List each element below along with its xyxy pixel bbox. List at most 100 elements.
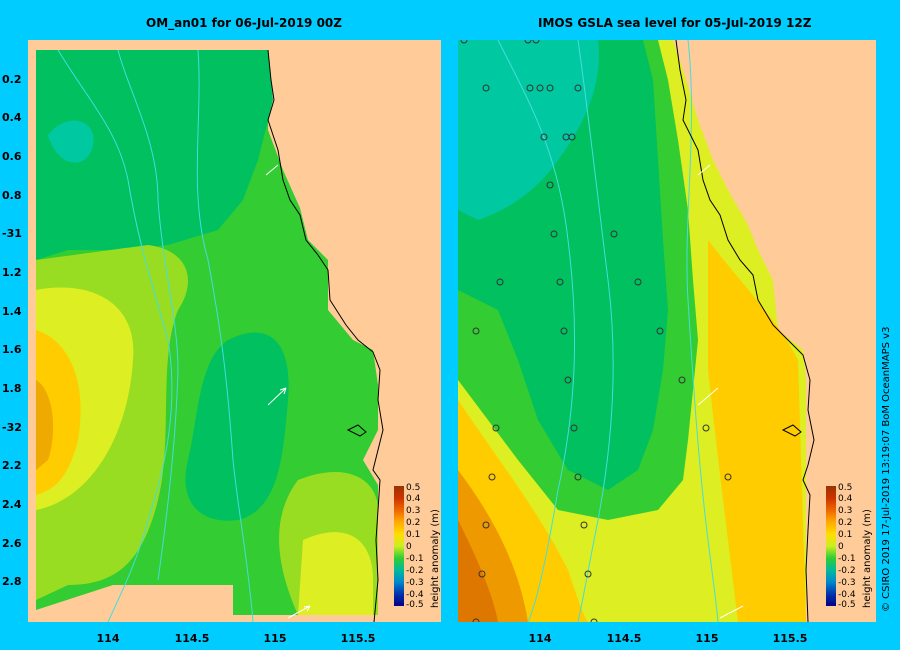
colorbar-right xyxy=(826,486,836,606)
observation-point xyxy=(472,327,480,335)
observation-point xyxy=(556,278,564,286)
field-strong-negative xyxy=(48,120,94,163)
bathymetry-contour xyxy=(577,40,614,622)
x-tick-label: 114 xyxy=(96,632,120,645)
coastline xyxy=(675,40,815,622)
current-arrow xyxy=(267,387,287,406)
observation-point xyxy=(482,521,490,529)
map-right-svg xyxy=(458,40,876,622)
y-tick-label: 1.6 xyxy=(2,343,22,356)
colorbar-label: 0.5 xyxy=(406,483,421,493)
colorbar-label: -0.2 xyxy=(838,566,856,576)
y-tick-label: 1.2 xyxy=(2,266,22,279)
x-tick-label: 114.5 xyxy=(606,632,642,645)
y-tick-label: 2.6 xyxy=(2,537,22,550)
colorbar-label: -0.5 xyxy=(838,600,856,610)
y-tick-label: 2.8 xyxy=(2,575,22,588)
bathymetry-contour xyxy=(497,40,576,622)
observation-point xyxy=(488,473,496,481)
current-arrow xyxy=(697,387,719,406)
observation-markers xyxy=(460,40,732,622)
observation-point xyxy=(574,84,582,92)
bathymetry-contour xyxy=(196,49,254,622)
y-tick-label: 2.2 xyxy=(2,459,22,472)
observation-point xyxy=(610,230,618,238)
field-negative-center xyxy=(185,332,289,521)
observation-point xyxy=(634,278,642,286)
observation-point xyxy=(536,84,544,92)
field-positive-se xyxy=(298,532,373,615)
observation-point xyxy=(560,327,568,335)
colorbar-label: 0 xyxy=(406,542,412,552)
colorbar-label: 0.5 xyxy=(838,483,853,493)
colorbar-label: 0.2 xyxy=(406,518,421,528)
observation-point xyxy=(460,40,468,44)
observation-point xyxy=(472,618,480,622)
observation-point xyxy=(540,133,548,141)
y-tick-label: 0.2 xyxy=(2,73,22,86)
colorbar-label: -0.4 xyxy=(838,590,856,600)
observation-point xyxy=(564,376,572,384)
field-negative xyxy=(36,50,273,260)
observation-point xyxy=(550,230,558,238)
observation-point xyxy=(546,84,554,92)
observation-point xyxy=(524,40,532,44)
island-outline xyxy=(346,424,367,437)
colorbar-label: -0.3 xyxy=(838,578,856,588)
observation-point xyxy=(568,133,576,141)
y-tick-label: -31 xyxy=(2,227,22,240)
colorbar-label: -0.1 xyxy=(838,554,856,564)
colorbar-label: -0.3 xyxy=(406,578,424,588)
map-panel-right xyxy=(458,40,876,622)
y-tick-label: 1.8 xyxy=(2,382,22,395)
observation-point xyxy=(724,473,732,481)
map-title-right: IMOS GSLA sea level for 05-Jul-2019 12Z xyxy=(538,16,812,30)
observation-point xyxy=(678,376,686,384)
field-high-east xyxy=(708,240,806,622)
colorbar-label: 0.4 xyxy=(406,494,421,504)
x-tick-label: 115 xyxy=(263,632,287,645)
current-arrow xyxy=(287,605,311,619)
current-arrow xyxy=(719,605,744,619)
map-title-left: OM_an01 for 06-Jul-2019 00Z xyxy=(146,16,342,30)
field-strong-negative xyxy=(458,40,599,220)
field-highest-sw xyxy=(458,520,498,622)
x-tick-label: 115.5 xyxy=(340,632,376,645)
colorbar-label: -0.2 xyxy=(406,566,424,576)
current-arrow xyxy=(697,164,711,176)
observation-point xyxy=(526,84,534,92)
colorbar-label: 0 xyxy=(838,542,844,552)
observation-point xyxy=(492,424,500,432)
bathymetry-contour xyxy=(686,40,719,622)
observation-point xyxy=(482,84,490,92)
y-tick-label: -32 xyxy=(2,421,22,434)
credit-text: © CSIRO 2019 17-Jul-2019 13:19:07 BoM Oc… xyxy=(881,326,892,612)
x-tick-label: 114.5 xyxy=(174,632,210,645)
colorbar-label: -0.5 xyxy=(406,600,424,610)
current-arrow xyxy=(265,164,279,176)
colorbar-label: 0.2 xyxy=(838,518,853,528)
y-tick-label: 0.4 xyxy=(2,111,22,124)
observation-point xyxy=(590,618,598,622)
y-tick-label: 1.4 xyxy=(2,305,22,318)
y-tick-label: 2.4 xyxy=(2,498,22,511)
observation-point xyxy=(574,473,582,481)
observation-point xyxy=(656,327,664,335)
observation-point xyxy=(532,40,540,44)
colorbar-label: 0.3 xyxy=(838,506,853,516)
observation-point xyxy=(584,570,592,578)
bathymetry-contour xyxy=(117,49,179,581)
x-tick-label: 115.5 xyxy=(772,632,808,645)
x-tick-label: 115 xyxy=(695,632,719,645)
colorbar-label: 0.1 xyxy=(838,530,853,540)
colorbar-label: -0.4 xyxy=(406,590,424,600)
observation-point xyxy=(702,424,710,432)
observation-point xyxy=(580,521,588,529)
observation-point xyxy=(546,181,554,189)
colorbar-title-left: height anomaly (m) xyxy=(430,509,441,608)
x-tick-label: 114 xyxy=(528,632,552,645)
map-panel-left xyxy=(28,40,441,622)
y-tick-label: 0.8 xyxy=(2,189,22,202)
coastline xyxy=(267,49,384,622)
colorbar-left xyxy=(394,486,404,606)
